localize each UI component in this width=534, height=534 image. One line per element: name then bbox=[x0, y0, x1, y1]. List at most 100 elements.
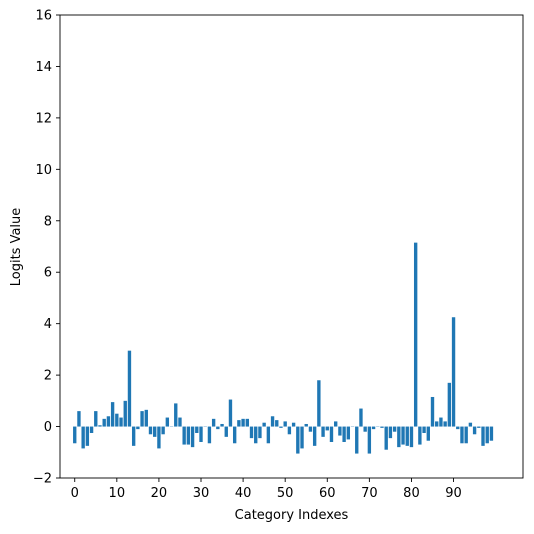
bar-14 bbox=[132, 427, 135, 446]
bar-39 bbox=[237, 420, 240, 426]
bar-90 bbox=[452, 317, 455, 426]
bar-79 bbox=[406, 427, 409, 446]
bar-75 bbox=[389, 427, 392, 439]
y-tick-label: 0 bbox=[44, 420, 52, 435]
bar-87 bbox=[439, 418, 442, 427]
bar-76 bbox=[393, 427, 396, 432]
bar-61 bbox=[330, 427, 333, 442]
bar-18 bbox=[149, 427, 152, 435]
x-tick-label: 70 bbox=[361, 486, 378, 501]
x-tick-label: 30 bbox=[193, 486, 210, 501]
bar-36 bbox=[225, 427, 228, 437]
bar-70 bbox=[368, 427, 371, 454]
bar-56 bbox=[309, 427, 312, 432]
bar-62 bbox=[334, 421, 337, 426]
bar-67 bbox=[355, 427, 358, 454]
y-tick-label: 16 bbox=[35, 9, 52, 24]
bar-88 bbox=[443, 421, 446, 426]
bar-30 bbox=[199, 427, 202, 442]
bar-89 bbox=[448, 383, 451, 427]
bar-64 bbox=[342, 427, 345, 442]
bar-8 bbox=[107, 416, 110, 426]
x-tick-label: 0 bbox=[71, 486, 79, 501]
bar-92 bbox=[460, 427, 463, 444]
bar-59 bbox=[321, 427, 324, 437]
bar-11 bbox=[119, 418, 122, 427]
bar-77 bbox=[397, 427, 400, 448]
x-tick-label: 90 bbox=[445, 486, 462, 501]
bars-group bbox=[73, 243, 493, 454]
bar-80 bbox=[410, 427, 413, 448]
x-tick-label: 80 bbox=[403, 486, 420, 501]
bar-99 bbox=[490, 427, 493, 441]
bar-20 bbox=[157, 427, 160, 449]
bar-98 bbox=[486, 427, 489, 444]
y-tick-label: 10 bbox=[35, 163, 52, 178]
y-tick-label: 2 bbox=[44, 369, 52, 384]
bar-28 bbox=[191, 427, 194, 448]
bar-25 bbox=[178, 418, 181, 427]
bar-1 bbox=[77, 411, 80, 426]
bar-13 bbox=[128, 351, 131, 427]
bar-54 bbox=[300, 427, 303, 449]
bar-0 bbox=[73, 427, 76, 444]
bar-2 bbox=[81, 427, 84, 449]
bar-17 bbox=[145, 410, 148, 427]
bar-58 bbox=[317, 380, 320, 426]
bar-94 bbox=[469, 423, 472, 427]
y-tick-label: 8 bbox=[44, 214, 52, 229]
bar-40 bbox=[241, 419, 244, 427]
bar-6 bbox=[98, 425, 101, 426]
bar-33 bbox=[212, 419, 215, 427]
bar-16 bbox=[140, 411, 143, 426]
bar-51 bbox=[288, 427, 291, 435]
bar-37 bbox=[229, 400, 232, 427]
bar-12 bbox=[124, 401, 127, 427]
bar-86 bbox=[435, 421, 438, 426]
bar-43 bbox=[254, 427, 257, 444]
x-tick-label: 20 bbox=[151, 486, 168, 501]
bar-35 bbox=[220, 424, 223, 427]
bar-19 bbox=[153, 427, 156, 437]
y-tick-label: 4 bbox=[44, 317, 52, 332]
bar-96 bbox=[477, 427, 480, 428]
bar-60 bbox=[326, 427, 329, 431]
bar-42 bbox=[250, 427, 253, 439]
bar-24 bbox=[174, 403, 177, 426]
bar-68 bbox=[359, 409, 362, 427]
bar-71 bbox=[372, 427, 375, 430]
bar-81 bbox=[414, 243, 417, 427]
y-tick-label: 12 bbox=[35, 111, 52, 126]
bar-84 bbox=[427, 427, 430, 441]
bar-48 bbox=[275, 420, 278, 426]
y-tick-label: −2 bbox=[33, 472, 52, 487]
x-tick-label: 60 bbox=[319, 486, 336, 501]
bar-52 bbox=[292, 423, 295, 427]
bar-63 bbox=[338, 427, 341, 436]
bar-55 bbox=[305, 424, 308, 427]
bar-34 bbox=[216, 427, 219, 430]
bar-73 bbox=[380, 427, 383, 428]
bar-26 bbox=[182, 427, 185, 445]
x-axis-label: Category Indexes bbox=[235, 508, 349, 523]
y-tick-label: 6 bbox=[44, 266, 52, 281]
y-axis-label: Logits Value bbox=[9, 208, 24, 287]
bar-9 bbox=[111, 402, 114, 426]
bar-83 bbox=[422, 427, 425, 433]
y-tick-label: 14 bbox=[35, 60, 52, 75]
bar-47 bbox=[271, 416, 274, 426]
bar-45 bbox=[262, 423, 265, 427]
bar-69 bbox=[363, 427, 366, 432]
x-tick-label: 10 bbox=[109, 486, 126, 501]
bar-15 bbox=[136, 427, 139, 430]
bar-49 bbox=[279, 427, 282, 428]
bar-5 bbox=[94, 411, 97, 426]
bar-50 bbox=[284, 421, 287, 426]
bar-27 bbox=[187, 427, 190, 445]
bar-65 bbox=[347, 427, 350, 440]
bar-91 bbox=[456, 427, 459, 430]
bar-3 bbox=[86, 427, 89, 446]
bar-53 bbox=[296, 427, 299, 454]
